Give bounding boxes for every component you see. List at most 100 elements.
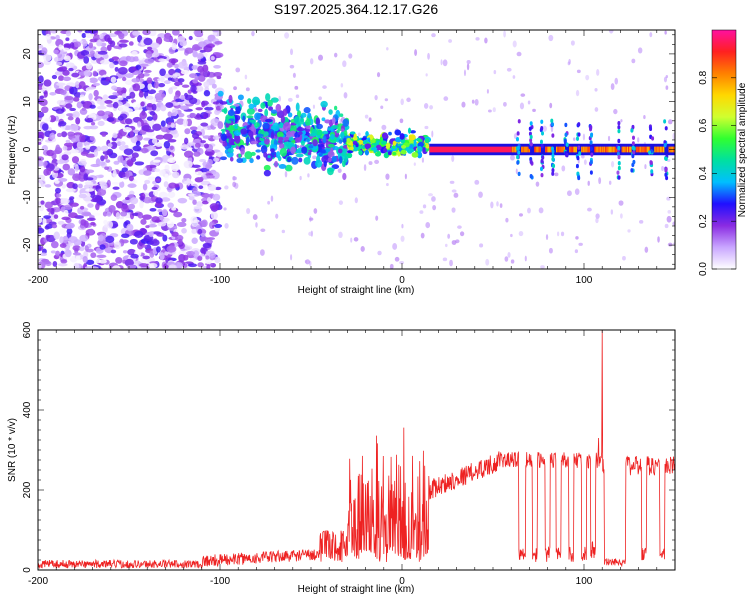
- spectrogram-cell: [140, 147, 149, 154]
- spectrogram-cell: [212, 135, 221, 141]
- spectrogram-cell: [79, 93, 85, 99]
- signal-band-core: [572, 146, 574, 153]
- spectrogram-cell: [210, 211, 218, 220]
- spectrogram-cell: [143, 30, 149, 34]
- spectrogram-cell: [47, 208, 52, 213]
- signal-band-core: [655, 146, 657, 153]
- spectrogram-cell: [107, 33, 118, 38]
- spectrogram-cell: [138, 55, 144, 60]
- spectrogram-cell: [425, 138, 430, 144]
- spectrogram-cell: [96, 105, 107, 110]
- spectrogram-cell: [63, 165, 69, 170]
- spectrogram-cell: [510, 154, 515, 161]
- spectrogram-cell: [156, 246, 161, 253]
- spectrogram-cell: [204, 106, 214, 111]
- spectrogram-cell: [407, 148, 415, 153]
- spectrogram-cell: [631, 145, 635, 151]
- spectrogram-cell: [40, 252, 48, 257]
- spectrogram-cell: [162, 234, 168, 242]
- spectrogram-cell: [399, 260, 405, 265]
- spectrogram-cell: [340, 83, 344, 88]
- spectrogram-cell: [168, 264, 177, 269]
- spectrogram-cell: [364, 149, 370, 156]
- spectrogram-cell: [158, 191, 169, 199]
- spectrogram-cell: [461, 101, 466, 108]
- spectrogram-cell: [123, 148, 134, 156]
- spectrogram-cell: [72, 252, 81, 256]
- signal-band-core: [636, 146, 639, 153]
- spectrogram-cell: [86, 117, 94, 123]
- spectrogram-cell: [318, 153, 323, 157]
- spectrogram-cell: [82, 40, 88, 47]
- spectrogram-cell: [197, 60, 207, 65]
- spectrogram-cell: [298, 131, 303, 136]
- x-tick-label: 0: [399, 576, 405, 587]
- spectrogram-cell: [610, 83, 615, 91]
- spectrogram-cell: [184, 128, 191, 135]
- spectrogram-cell: [143, 137, 152, 141]
- colorbar-tick-label: 0.8: [698, 70, 709, 84]
- spectrogram-cell: [56, 99, 66, 105]
- spectrogram-cell: [347, 150, 354, 154]
- signal-band-core: [583, 146, 585, 153]
- spectrogram-cell: [127, 160, 133, 167]
- spectrogram-cell: [296, 127, 305, 132]
- spectrogram-cell: [100, 59, 110, 65]
- spectrogram-cell: [84, 181, 94, 186]
- spectrogram-cell: [427, 52, 430, 60]
- spectrogram-cell: [369, 134, 374, 140]
- spectrogram-cell: [637, 137, 640, 143]
- spectrogram-cell: [171, 42, 177, 51]
- spectrogram-cell: [399, 118, 404, 124]
- signal-band-core: [511, 146, 513, 153]
- spectrogram-cell: [112, 101, 119, 109]
- spectrogram-cell: [565, 152, 569, 158]
- spectrogram-cell: [167, 191, 176, 198]
- signal-band-core: [599, 146, 602, 153]
- signal-band-core: [643, 146, 645, 153]
- signal-band-core: [560, 146, 562, 153]
- spectrogram-cell: [161, 197, 171, 202]
- spectrogram-cell: [308, 231, 313, 237]
- signal-band-core: [622, 146, 624, 153]
- spectrogram-cell: [54, 71, 64, 76]
- spectrogram-cell: [340, 131, 345, 139]
- spectrogram-cell: [72, 183, 78, 190]
- spectrogram-cell: [224, 223, 229, 229]
- spectrogram-cell: [74, 164, 79, 172]
- signal-band-core: [512, 146, 514, 153]
- spectrogram-cell: [62, 76, 72, 82]
- signal-band-core: [573, 146, 575, 153]
- spectrogram-cell: [53, 231, 60, 240]
- spectrogram-cell: [291, 156, 299, 165]
- signal-band-core: [628, 146, 630, 153]
- spectrogram-cell: [503, 101, 507, 107]
- spectrogram-cell: [82, 255, 88, 263]
- spectrogram-cell: [197, 255, 203, 262]
- spectrogram-cell: [140, 218, 147, 225]
- spectrogram-cell: [166, 220, 175, 228]
- spectrogram-cell: [110, 194, 118, 202]
- spectrogram-cell: [203, 45, 213, 53]
- signal-band-core: [575, 146, 578, 153]
- spectrogram-cell: [75, 255, 81, 261]
- spectrogram-cell: [338, 231, 343, 239]
- spectrogram-cell: [363, 164, 367, 171]
- spectrogram-cell: [146, 116, 154, 121]
- spectrogram-cell: [146, 131, 155, 137]
- spectrogram-cell: [55, 250, 61, 257]
- spectrogram-cell: [348, 53, 353, 59]
- spectrogram-cell: [320, 100, 328, 108]
- spectrogram-cell: [220, 156, 227, 161]
- spectrogram-cell: [65, 62, 75, 68]
- spectrogram-cell: [125, 170, 130, 178]
- spectrogram-cell: [539, 166, 543, 172]
- spectrogram-cell: [83, 56, 90, 64]
- spectrogram-cell: [148, 231, 154, 237]
- spectrogram-cell: [61, 184, 66, 189]
- spectrogram-cell: [551, 171, 555, 176]
- spectrogram-cell: [516, 160, 520, 165]
- spectrogram-cell: [106, 211, 112, 217]
- spectrogram-cell: [234, 135, 241, 144]
- spectrogram-cell: [83, 184, 93, 190]
